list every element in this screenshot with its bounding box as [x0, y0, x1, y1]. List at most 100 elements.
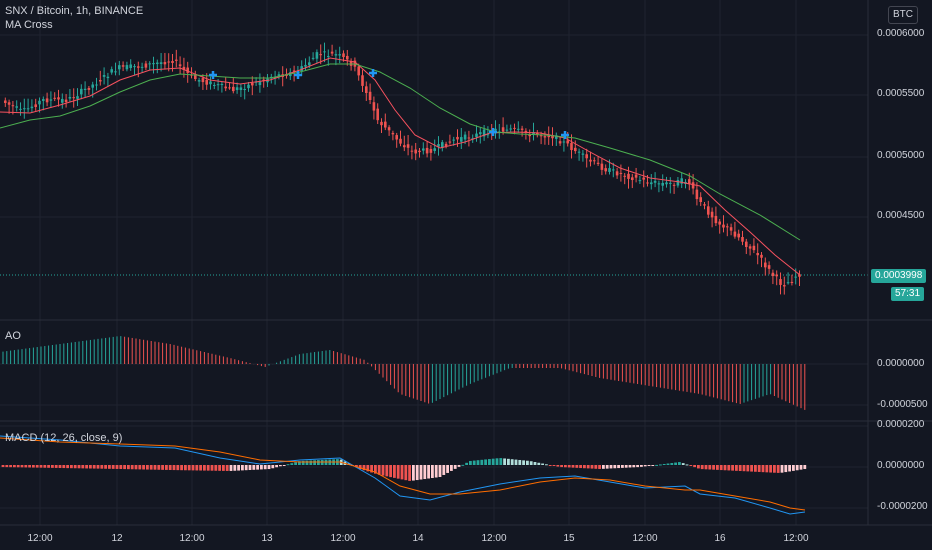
candle-body [338, 54, 341, 56]
candle-body [277, 74, 281, 77]
candle-body [646, 182, 649, 184]
macd-bar [792, 465, 795, 471]
candle-body [323, 51, 326, 53]
candle-body [26, 108, 30, 110]
candle-body [68, 96, 72, 99]
candle-body [767, 265, 771, 269]
macd-axis-label: 0.0000200 [877, 419, 925, 430]
candle-body [365, 86, 368, 94]
macd-bar [738, 465, 742, 472]
macd-bar [404, 465, 408, 481]
candle-body [551, 134, 554, 139]
macd-bar [195, 465, 199, 471]
macd-bar [472, 460, 476, 465]
candle-body [688, 179, 691, 185]
macd-bar [282, 465, 286, 466]
macd-bar [522, 460, 525, 465]
macd-bar [438, 465, 442, 477]
macd-bar [317, 460, 320, 465]
macd-bar [476, 460, 480, 465]
candle-body [414, 149, 417, 154]
macd-bar [594, 465, 598, 469]
symbol-title[interactable]: SNX / Bitcoin, 1h, BINANCE [5, 5, 144, 17]
candle-body [581, 153, 585, 155]
candle-body [634, 174, 638, 178]
macd-bar [298, 461, 301, 465]
macd-bar [579, 465, 582, 469]
candle-body [452, 139, 455, 141]
candle-body [152, 63, 155, 65]
macd-bar [533, 462, 537, 465]
macd-bar [457, 465, 461, 467]
macd-bar [556, 465, 560, 467]
candle-body [475, 133, 478, 137]
candle-body [513, 127, 516, 129]
macd-bar [248, 465, 252, 470]
macd-bar [28, 465, 31, 468]
candle-body [745, 241, 748, 247]
macd-bar [716, 465, 719, 470]
candle-body [327, 56, 330, 58]
macd-bar [723, 465, 727, 471]
macd-bar [488, 459, 491, 465]
candle-body [110, 69, 113, 73]
candle-body [235, 87, 239, 90]
candle-body [391, 132, 395, 135]
candle-body [228, 87, 231, 89]
candle-body [399, 138, 402, 144]
candle-body [536, 132, 539, 135]
macd-bar [643, 465, 647, 467]
macd-bar [423, 465, 427, 480]
candle-body [201, 78, 205, 83]
candle-body [760, 254, 763, 258]
currency-button[interactable]: BTC [888, 6, 918, 24]
price-axis-label: 0.0004500 [877, 210, 925, 221]
ma-cross-indicator-label[interactable]: MA Cross [5, 19, 53, 31]
candle-body [216, 84, 220, 86]
macd-bar [780, 465, 784, 473]
macd-bar [518, 459, 522, 465]
macd-bar [130, 465, 134, 470]
ao-axis-label: -0.0000500 [877, 399, 928, 410]
macd-bar [199, 465, 202, 471]
time-axis-label: 15 [563, 533, 575, 544]
macd-bar [16, 465, 20, 468]
macd-bar [613, 465, 617, 469]
candle-body [330, 51, 334, 54]
candle-body [334, 54, 338, 56]
macd-bar [108, 465, 111, 469]
candle-body [137, 66, 140, 68]
ao-histogram [2, 336, 806, 410]
macd-bar [655, 464, 658, 466]
macd-bar [693, 465, 696, 468]
macd-bar [153, 465, 157, 470]
macd-bar [678, 462, 681, 465]
macd-bar [484, 459, 487, 465]
macd-bar [172, 465, 176, 471]
macd-bar [697, 465, 700, 469]
candle-body [650, 182, 653, 185]
macd-indicator-label[interactable]: MACD (12, 26, close, 9) [5, 432, 123, 444]
chart-grid [0, 0, 868, 525]
candle-body [308, 62, 311, 66]
candle-body [463, 134, 467, 140]
macd-bar [765, 465, 769, 473]
candle-body [342, 53, 345, 58]
macd-bar [176, 465, 180, 471]
macd-bar [241, 465, 244, 471]
time-axis-label: 12:00 [330, 533, 356, 544]
macd-bar [100, 465, 104, 469]
candle-body [790, 281, 794, 283]
macd-bar [666, 463, 670, 465]
macd-bar [746, 465, 750, 472]
macd-bar [377, 465, 381, 475]
macd-bar [252, 465, 256, 470]
candle-body [57, 97, 60, 100]
macd-bar [165, 465, 168, 470]
candle-body [779, 279, 782, 285]
candle-body [95, 84, 98, 86]
ao-indicator-label[interactable]: AO [5, 330, 21, 342]
candle-body [771, 272, 775, 277]
candle-body [125, 65, 129, 70]
